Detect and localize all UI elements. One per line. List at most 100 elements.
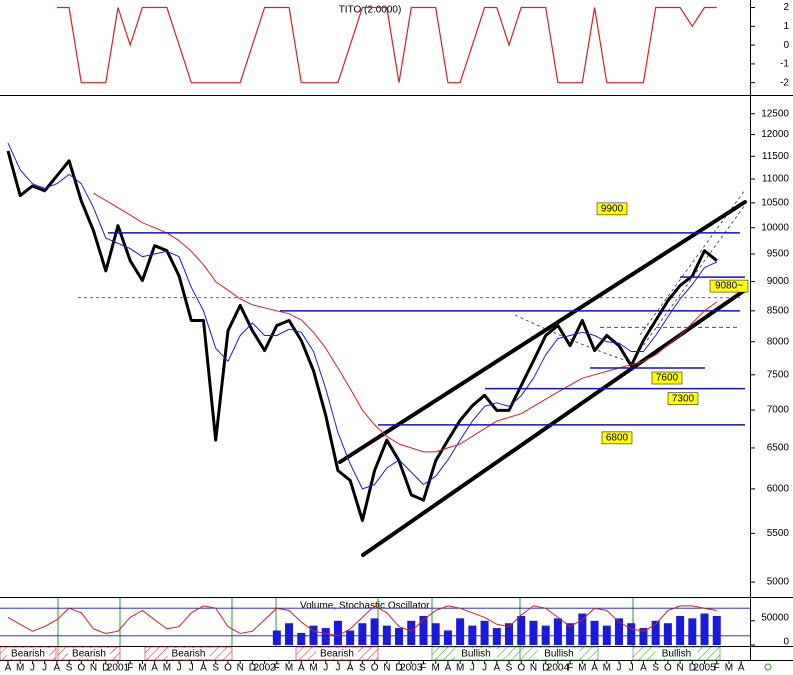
volume-bar [627,623,636,645]
volume-bar [615,618,623,645]
y-tick-label: 12500 [761,108,789,119]
x-tick-label: A [738,663,745,674]
x-tick-label: A [298,663,305,674]
volume-bar [553,618,562,645]
volume-bar [358,623,367,645]
x-tick-label: M [309,663,317,674]
moving-average [7,142,718,490]
signal-label: Bearish [72,649,106,660]
y-tick-label: 9500 [767,249,790,260]
volume-bar [676,615,685,645]
x-tick-label: M [578,663,586,674]
volume-bar [639,628,648,645]
x-tick-label: O [77,663,85,674]
volume-bar [700,613,709,645]
y-tick-label: 0 [783,637,789,648]
y-tick-label: 9000 [767,276,790,287]
y-tick-label: 8500 [767,305,790,316]
x-tick-label: M [725,663,733,674]
volume-bar [407,620,416,645]
x-tick-label: J [617,663,622,674]
x-tick-label: 2005 [693,663,716,674]
y-tick-label: 2 [783,2,789,13]
x-tick-label: O [517,663,525,674]
y-tick-label: 11000 [762,174,790,185]
volume-bar [419,615,428,645]
x-tick-label: D [689,663,696,674]
signal-label-box [167,648,210,659]
x-tick-label: F [420,663,426,674]
x-tick-label: 2004 [547,663,570,674]
volume-bar [492,628,501,645]
level-label: 9900 [601,204,624,215]
x-tick-label: 2001 [107,663,130,674]
x-tick-label: D [542,663,549,674]
moving-average [93,192,718,453]
x-tick-label: J [470,663,475,674]
x-tick-label: J [189,663,194,674]
y-tick-label: -2 [780,77,789,88]
y-tick-label: 10500 [761,197,789,208]
volume-bar [602,625,611,645]
volume-bar [541,625,550,645]
volume-bar [529,620,538,645]
volume-bar [517,615,526,645]
volume-bar [272,630,281,645]
level-label: 7600 [656,373,679,384]
x-tick-label: S [506,663,513,674]
x-tick-label: F [274,663,280,674]
x-tick-label: A [493,663,500,674]
volume-bar [566,623,575,645]
x-tick-label: M [163,663,171,674]
x-tick-label: A [591,663,598,674]
y-tick-label: 12000 [761,129,789,140]
x-tick-label: A [640,663,647,674]
x-tick-label: O [664,663,672,674]
x-tick-label: S [359,663,366,674]
price-line [6,150,718,522]
signal-label: Bullish [461,649,490,660]
volume-bar [480,620,489,645]
y-tick-label: 10000 [761,222,789,233]
level-label: 9080~ [715,281,743,292]
volume-bar [663,623,672,645]
volume-bar [370,618,379,645]
x-tick-label: A [54,663,61,674]
volume-bar [468,625,477,645]
volume-bar [651,620,660,645]
y-tick-label: 8000 [767,336,790,347]
x-tick-label: M [16,663,24,674]
x-tick-label: M [432,663,440,674]
x-tick-label: 2003 [400,663,423,674]
volume-bar [456,618,465,645]
volume-bar [688,618,697,645]
level-label-box [709,279,749,293]
x-tick-label: O [224,663,232,674]
signal-label-box [455,648,497,659]
x-tick-label: J [30,663,35,674]
volume-bar [712,615,721,645]
x-tick-label: J [482,663,487,674]
volume-bar [309,625,318,645]
panel-frames [0,0,793,661]
x-tick-label: J [42,663,47,674]
signal-label-box [68,648,110,659]
x-tick-label: N [90,663,97,674]
x-tick-label: M [603,663,611,674]
x-tick-label: F [127,663,133,674]
x-tick-label: N [383,663,390,674]
x-tick-label: J [177,663,182,674]
volume-bar [443,630,452,645]
signal-label-box [7,648,49,659]
level-label-box [667,392,699,405]
signal-label-box [655,648,698,659]
x-tick-label: S [212,663,219,674]
volume-bar [590,620,599,645]
volume-bar [321,628,330,645]
x-tick-label: D [102,663,109,674]
y-tick-label: -1 [780,59,789,70]
stochastic-line [7,605,717,637]
volume-bar [431,623,440,645]
volume-bar [395,628,404,645]
